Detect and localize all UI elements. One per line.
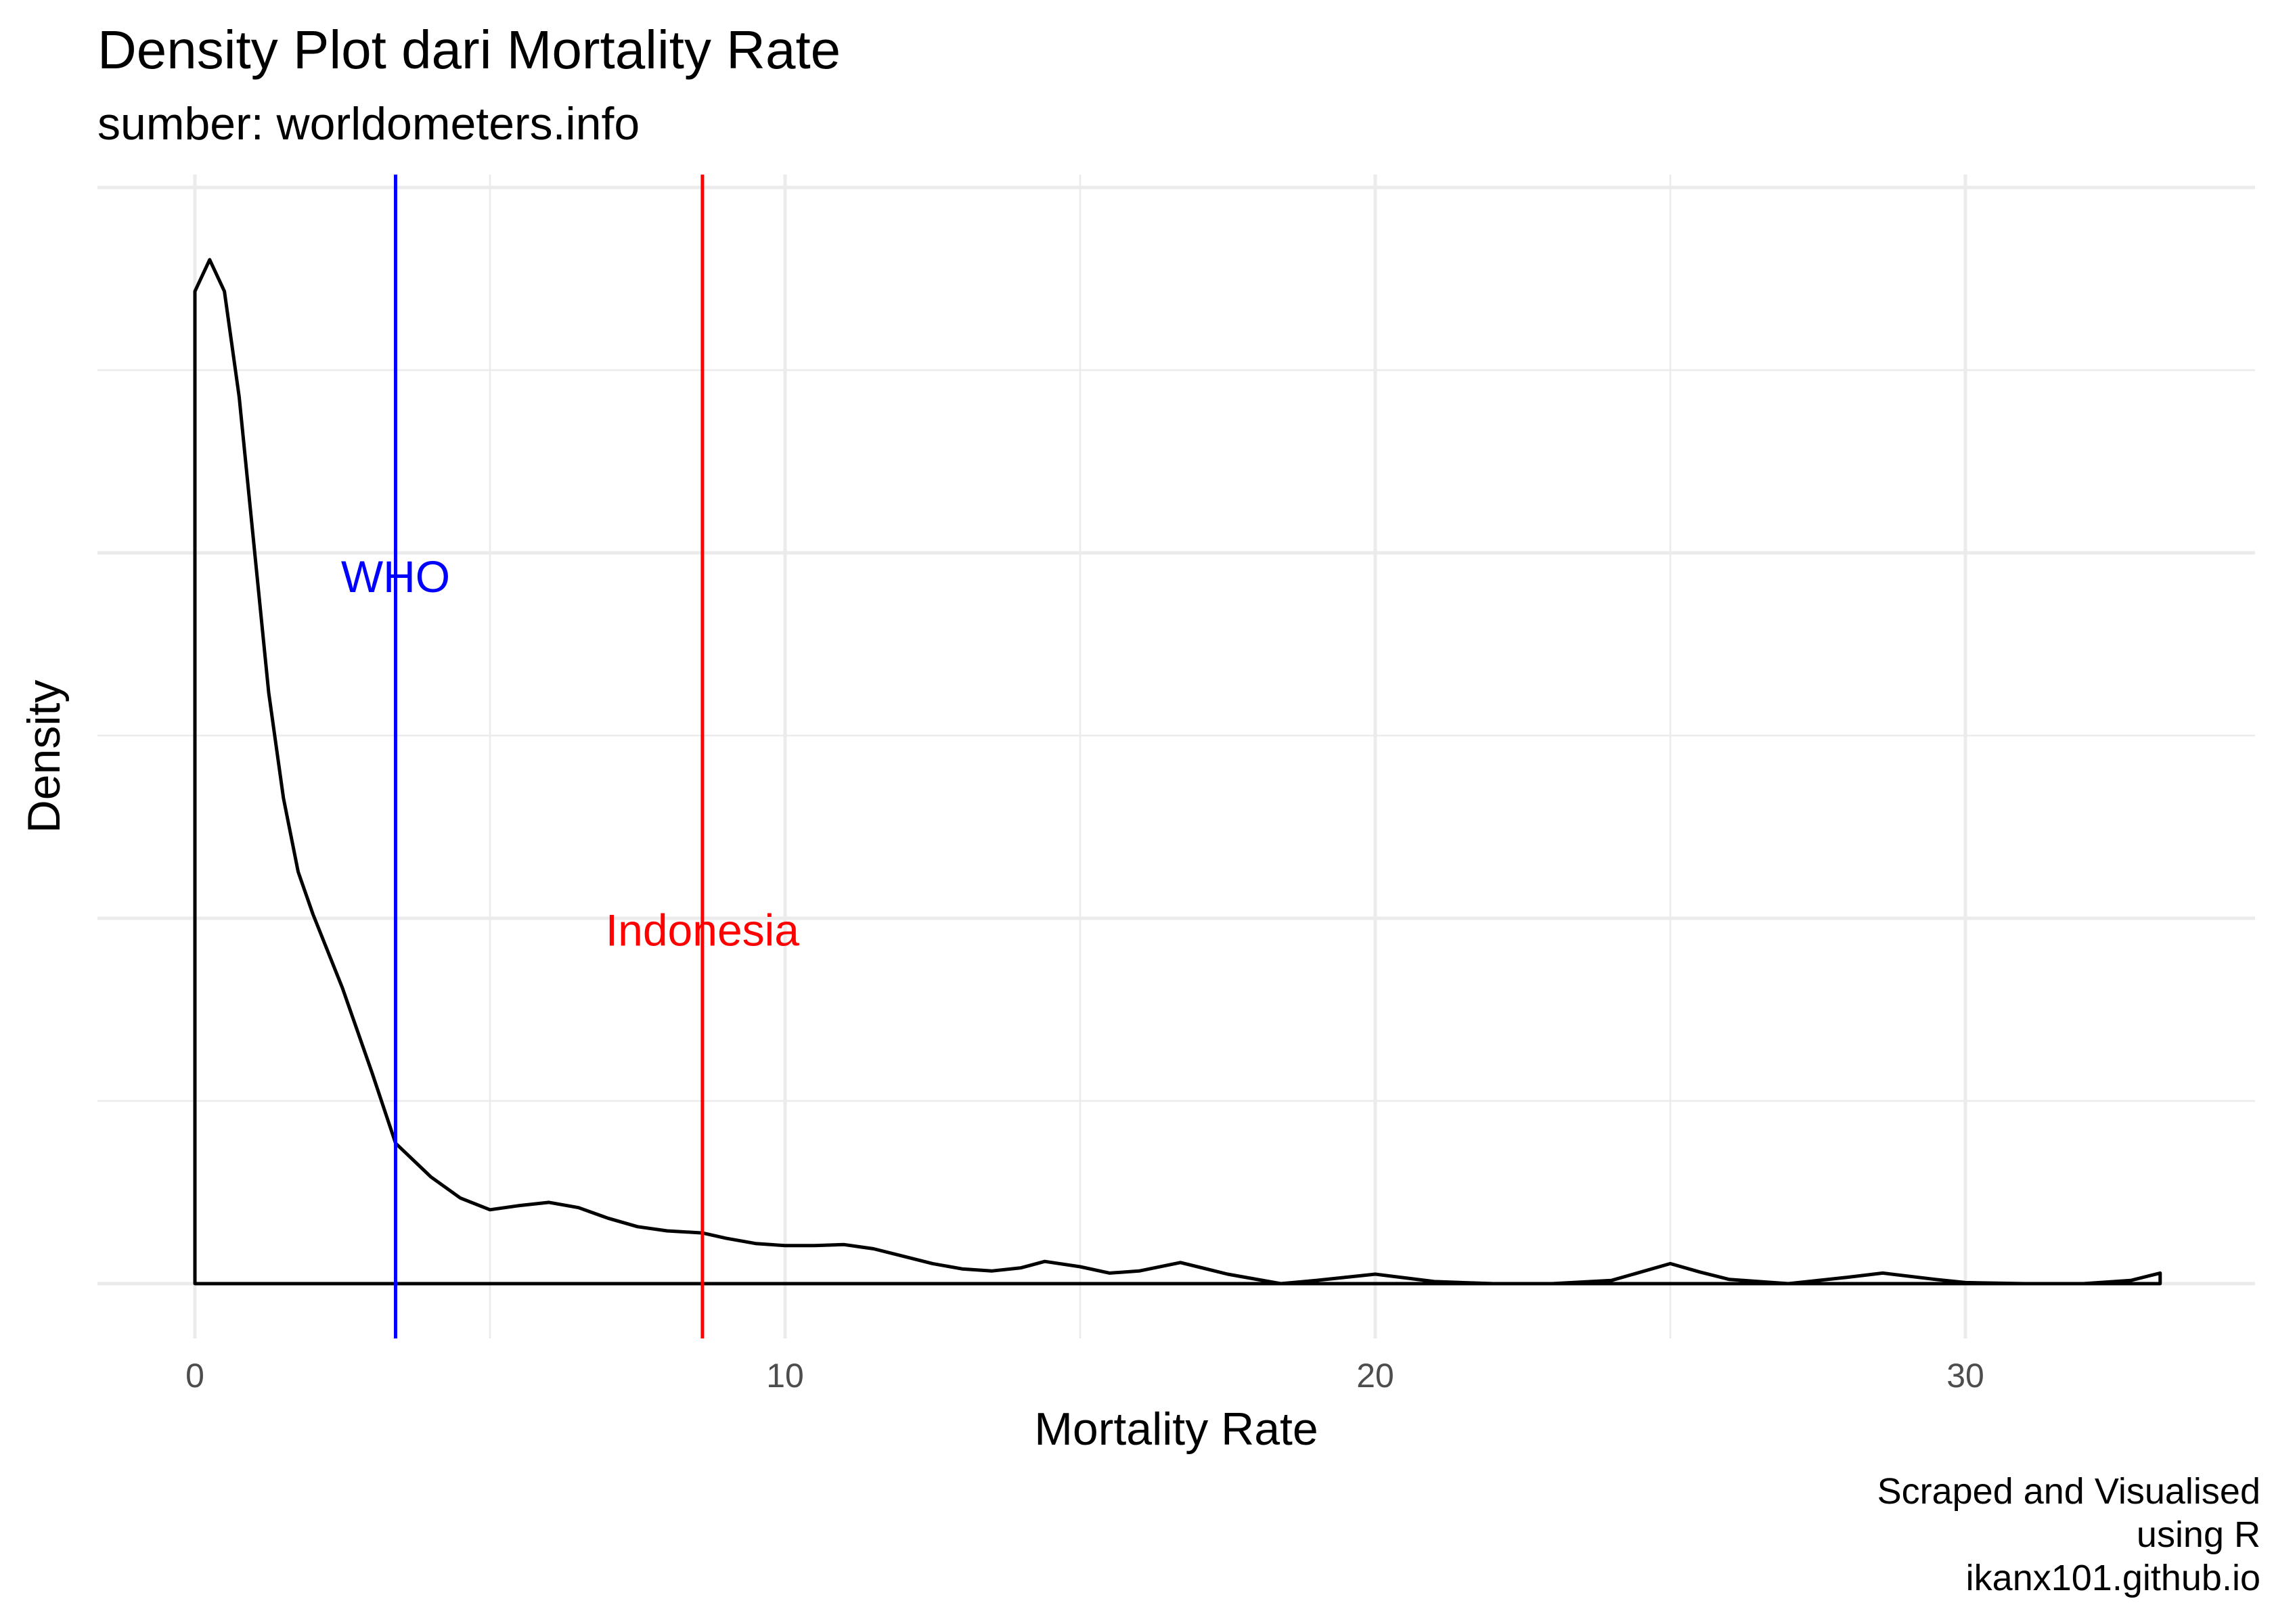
caption-line-3: ikanx101.github.io <box>1965 1558 2260 1598</box>
x-axis-title: Mortality Rate <box>1034 1403 1318 1455</box>
chart-title: Density Plot dari Mortality Rate <box>97 20 841 80</box>
caption-line-1: Scraped and Visualised <box>1877 1471 2260 1512</box>
density-curve <box>193 258 2162 1286</box>
who-label: WHO <box>341 551 450 602</box>
x-tick-label: 20 <box>1356 1357 1394 1395</box>
x-tick-label: 0 <box>185 1357 204 1395</box>
caption: Scraped and Visualised using R ikanx101.… <box>1877 1470 2260 1600</box>
caption-line-2: using R <box>2136 1514 2260 1555</box>
chart-subtitle: sumber: worldometers.info <box>97 98 640 150</box>
indonesia-label: Indonesia <box>606 905 800 955</box>
x-tick-label: 10 <box>766 1357 804 1395</box>
x-tick-label: 30 <box>1946 1357 1984 1395</box>
y-axis-title: Density <box>18 680 70 834</box>
